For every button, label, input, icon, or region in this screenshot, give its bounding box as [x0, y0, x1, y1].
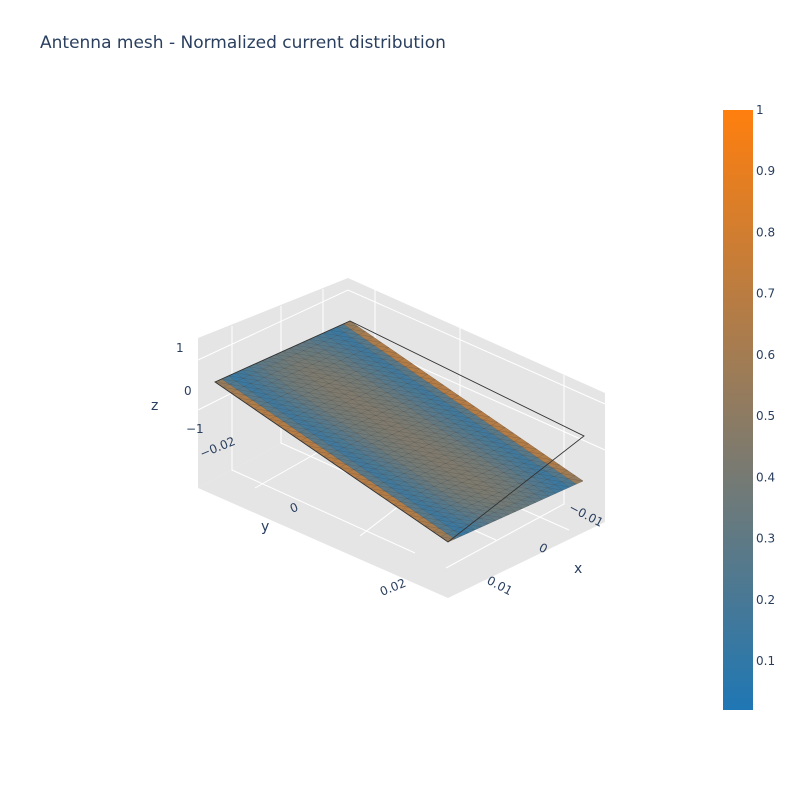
colorbar-tick-label: 0.7 [756, 287, 775, 301]
chart-title: Antenna mesh - Normalized current distri… [40, 33, 446, 53]
z-axis-ticks: 1 0 −1 [176, 341, 204, 436]
colorbar-tick-label: 0.8 [756, 225, 775, 239]
x-tick-label: 0.01 [485, 573, 515, 598]
gridline [445, 375, 565, 569]
mesh-lines [214, 320, 585, 543]
z-axis-title: z [151, 398, 158, 414]
colorbar-tick-label: 1 [756, 103, 764, 117]
x-axis-title: x [574, 561, 582, 577]
gridline [197, 289, 606, 405]
colorbar-tick-label: 0.9 [756, 164, 775, 178]
y-tick-label: 0.02 [378, 576, 408, 599]
colorbar-tick-label: 0.1 [756, 654, 775, 668]
y-axis-title: y [261, 519, 269, 535]
colorbar[interactable] [723, 110, 753, 710]
surface-outline [214, 320, 585, 543]
z-tick-label: 1 [176, 341, 184, 355]
colorbar-tick-label: 0.2 [756, 593, 775, 607]
colorbar-tick-label: 0.3 [756, 532, 775, 546]
colorbar-tick-label: 0.6 [756, 348, 775, 362]
z-tick-label: −1 [186, 422, 204, 436]
z-tick-label: 0 [184, 384, 192, 398]
colorbar-tick-label: 0.5 [756, 409, 775, 423]
colorbar-tick-label: 0.4 [756, 470, 775, 484]
colorbar-ticks: 1 0.9 0.8 0.7 0.6 0.5 0.4 0.3 0.2 0.1 [756, 103, 775, 668]
